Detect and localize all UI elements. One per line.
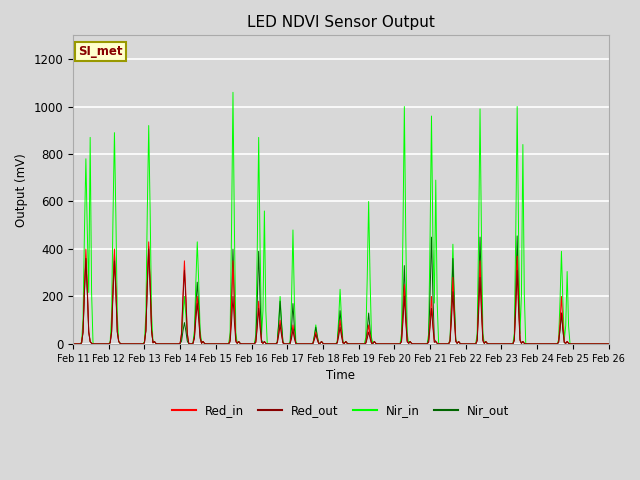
Red_in [69,341,77,347]
Red_out [285,341,292,347]
Nir_in [189,340,197,346]
Y-axis label: Output (mV): Output (mV) [15,153,28,227]
Red_in [605,341,612,347]
Red_in [599,341,607,347]
Red_in [145,239,152,245]
Nir_out [599,341,607,347]
Nir_out [69,341,77,347]
Nir_out [605,341,612,347]
Red_in [285,341,292,347]
Nir_out [513,233,521,239]
Red_out [145,246,152,252]
Nir_in [369,340,377,346]
X-axis label: Time: Time [326,369,355,382]
Red_in [191,335,198,340]
Nir_in [564,323,572,329]
Line: Red_in: Red_in [73,242,609,344]
Red_out [605,341,612,347]
Nir_out [284,341,291,347]
Nir_in [285,341,292,347]
Nir_out [367,340,375,346]
Line: Nir_out: Nir_out [73,236,609,344]
Nir_out [564,340,572,346]
Nir_in [418,341,426,347]
Red_out [369,340,377,346]
Nir_out [212,341,220,347]
Red_in [564,340,572,346]
Nir_in [599,341,607,347]
Red_in [212,341,220,347]
Red_out [191,336,198,341]
Nir_in [69,341,77,347]
Line: Nir_in: Nir_in [73,92,609,344]
Nir_out [416,341,424,347]
Legend: Red_in, Red_out, Nir_in, Nir_out: Red_in, Red_out, Nir_in, Nir_out [167,399,515,421]
Title: LED NDVI Sensor Output: LED NDVI Sensor Output [247,15,435,30]
Red_out [69,341,77,347]
Text: SI_met: SI_met [78,46,123,59]
Nir_in [212,341,220,347]
Red_out [212,341,220,347]
Line: Red_out: Red_out [73,249,609,344]
Nir_out [189,340,197,346]
Red_in [418,341,426,347]
Red_out [418,341,426,347]
Red_out [564,340,572,346]
Nir_in [229,89,237,95]
Red_out [599,341,607,347]
Nir_in [605,341,612,347]
Red_in [369,340,377,346]
